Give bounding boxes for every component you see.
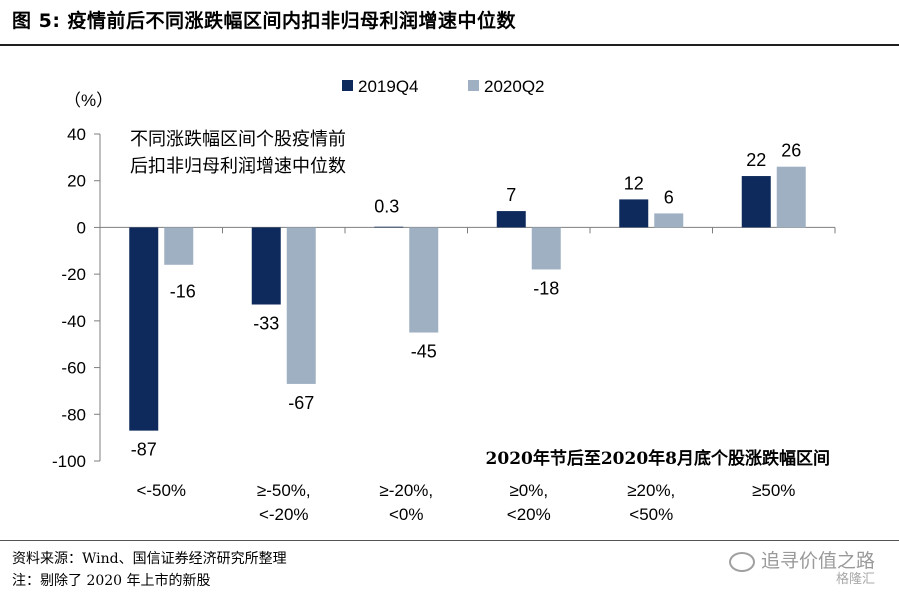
bar-2019Q4-2 [374,226,404,228]
y-tick-label: 20 [67,172,86,191]
data-label: -16 [170,281,196,301]
data-label: 26 [781,141,801,161]
legend-swatch-2020Q2 [468,80,479,91]
bar-2019Q4-0 [129,227,159,431]
x-category-label: ≥50% [752,481,795,500]
legend-swatch-2019Q4 [342,80,353,91]
x-category-label: <0% [389,505,424,524]
legend-label-2019Q4: 2019Q4 [358,77,419,96]
bar-2020Q2-0 [164,227,194,265]
data-label: -45 [411,342,437,362]
bar-2020Q2-1 [286,227,316,384]
source-note: 资料来源：Wind、国信证券经济研究所整理 [12,551,287,567]
data-label: 0.3 [374,196,399,216]
bar-2020Q2-2 [409,227,439,333]
bar-2020Q2-4 [654,213,684,228]
data-label: 6 [664,187,674,207]
data-label: 22 [746,150,766,170]
chart-annotation: 后扣非归母利润增速中位数 [130,156,346,177]
y-unit-label: （%） [64,91,113,110]
watermark-sub: 格隆汇 [835,572,875,587]
bar-2020Q2-5 [776,166,806,228]
chart-annotation: 不同涨跌幅区间个股疫情前 [130,129,346,150]
x-category-label: <20% [507,505,551,524]
bar-2019Q4-3 [496,211,526,228]
y-tick-label: 0 [77,218,86,237]
y-tick-label: -40 [61,312,86,331]
y-tick-label: -100 [52,452,86,471]
data-label: -87 [131,440,157,460]
legend-label-2020Q2: 2020Q2 [484,77,545,96]
footnote: 注：剔除了 2020 年上市的新股 [12,573,211,589]
bar-2019Q4-4 [619,199,649,228]
data-label: 12 [624,173,644,193]
bar-2019Q4-5 [741,176,771,228]
x-category-label: ≥0%, [509,481,548,500]
x-axis-title: 2020年节后至2020年8月底个股涨跌幅区间 [486,448,830,469]
x-category-label: <-20% [259,505,309,524]
footer-rule [0,540,899,541]
title-rule [0,44,899,46]
bar-2019Q4-1 [251,227,281,305]
bar-2020Q2-3 [531,227,561,270]
x-category-label: <50% [629,505,673,524]
x-category-label: <-50% [136,481,186,500]
y-tick-label: -80 [61,405,86,424]
data-label: -33 [253,314,279,334]
bar-chart: （%） 40 20 0 -20 -40 -60 -80 -100 -87 -33 0.3 7 12 22 -1… [52,77,836,524]
y-tick-label: -60 [61,359,86,378]
watermark: 追寻价值之路 格隆汇 [728,546,875,587]
data-label: -18 [533,278,559,298]
wechat-icon [728,551,755,572]
data-label: 7 [506,185,516,205]
y-tick-label: -20 [61,265,86,284]
watermark-text: 追寻价值之路 [760,550,875,572]
y-tick-label: 40 [67,125,86,144]
x-category-label: ≥20%, [627,481,675,500]
x-category-label: ≥-20%, [379,481,433,500]
figure-title: 图 5: 疫情前后不同涨跌幅区间内扣非归母利润增速中位数 [12,10,517,32]
x-category-label: ≥-50%, [257,481,311,500]
data-label: -67 [288,393,314,413]
